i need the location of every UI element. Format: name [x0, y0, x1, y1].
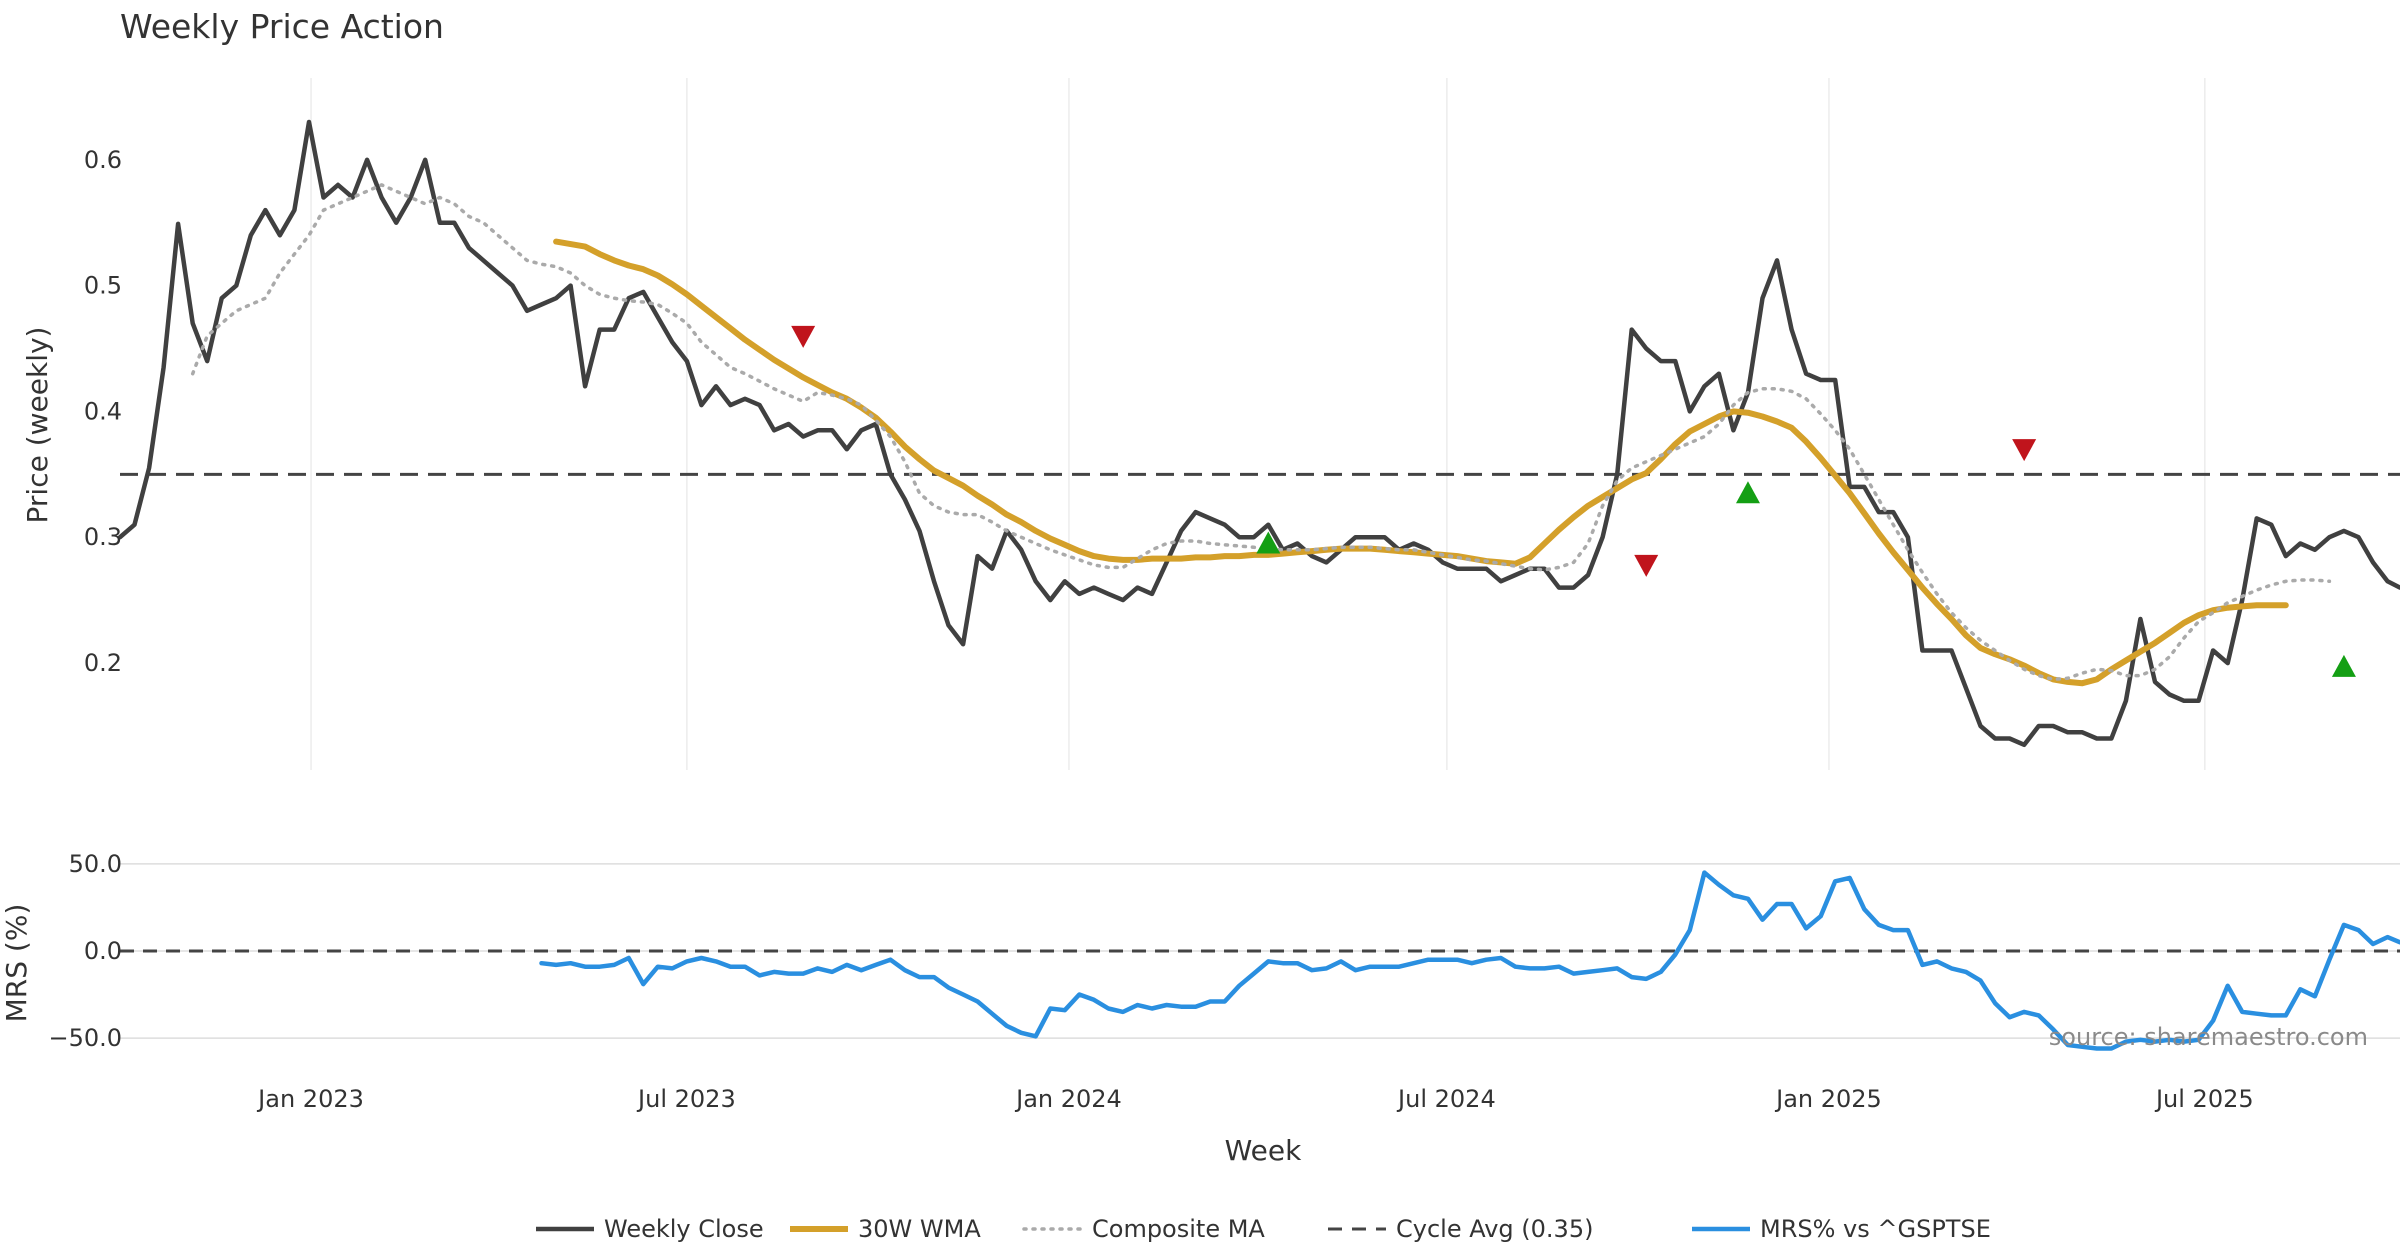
gridlines	[120, 78, 2400, 1039]
series-lines	[117, 119, 2400, 1051]
sell-signal-marker	[2012, 439, 2037, 462]
x-tick-label: Jan 2025	[1774, 1085, 1882, 1113]
x-tick-label: Jul 2023	[636, 1085, 736, 1113]
legend-label: Composite MA	[1092, 1215, 1265, 1243]
y-tick-label: 50.0	[69, 850, 122, 878]
y-tick-label: −50.0	[48, 1024, 122, 1052]
chart-title: Weekly Price Action	[120, 7, 444, 46]
sell-signal-marker	[791, 325, 816, 348]
legend-label: MRS% vs ^GSPTSE	[1760, 1215, 1991, 1243]
buy-signal-marker	[2331, 654, 2356, 677]
mrs-line	[539, 870, 2400, 1051]
x-axis-label: Week	[1225, 1134, 1302, 1167]
x-tick-label: Jan 2023	[256, 1085, 364, 1113]
buy-signal-marker	[1735, 481, 1760, 504]
x-tick-label: Jul 2025	[2154, 1085, 2254, 1113]
signal-markers	[791, 325, 2356, 677]
axis-ticks: Jan 2023 Jul 2023 Jan 2024 Jul 2024 Jan 2025…	[48, 146, 2253, 1113]
price-axis-label: Price (weekly)	[21, 327, 54, 524]
y-tick-label: 0.2	[84, 649, 122, 677]
legend-label: 30W WMA	[858, 1215, 981, 1243]
weekly-close-line	[117, 119, 2400, 748]
y-tick-label: 0.6	[84, 146, 122, 174]
mrs-axis-label: MRS (%)	[0, 904, 33, 1023]
legend-label: Weekly Close	[604, 1215, 764, 1243]
sell-signal-marker	[1634, 554, 1659, 577]
x-tick-label: Jan 2024	[1014, 1085, 1122, 1113]
y-tick-label: 0.0	[84, 937, 122, 965]
legend-label: Cycle Avg (0.35)	[1396, 1215, 1593, 1243]
buy-signal-marker	[1256, 531, 1281, 554]
source-note: source: sharemaestro.com	[2049, 1023, 2368, 1051]
y-tick-label: 0.3	[84, 523, 122, 551]
y-tick-label: 0.5	[84, 272, 122, 300]
x-tick-label: Jul 2024	[1396, 1085, 1496, 1113]
composite-ma-line	[190, 183, 2332, 682]
reference-lines	[120, 472, 2400, 953]
legend: Weekly Close 30W WMA Composite MA Cycle Avg…	[536, 1215, 1991, 1243]
wma-30w-line	[553, 238, 2289, 687]
y-tick-label: 0.4	[84, 397, 122, 425]
